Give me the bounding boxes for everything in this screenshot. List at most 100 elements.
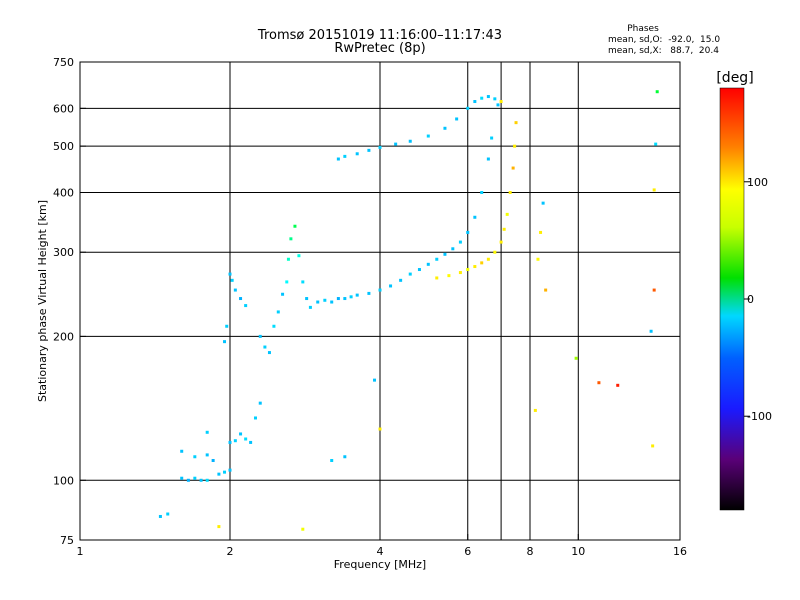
data-point — [480, 261, 484, 265]
data-point — [286, 257, 290, 261]
data-point — [276, 310, 280, 314]
data-point — [490, 136, 494, 140]
data-point — [336, 297, 340, 301]
data-point — [435, 276, 439, 280]
data-point — [539, 230, 543, 234]
data-point — [308, 305, 312, 309]
data-point — [652, 288, 656, 292]
data-point — [330, 458, 334, 462]
data-point — [649, 329, 653, 333]
data-point — [193, 476, 197, 480]
data-point — [499, 100, 503, 104]
data-point — [263, 345, 267, 349]
data-point — [473, 215, 477, 219]
data-point — [316, 300, 320, 304]
data-point — [533, 408, 537, 412]
data-point — [651, 444, 655, 448]
data-point — [443, 252, 447, 256]
data-point — [426, 262, 430, 266]
x-tick-label: 2 — [227, 545, 234, 558]
data-point — [244, 437, 248, 441]
data-point — [466, 268, 470, 272]
x-tick-label: 8 — [527, 545, 534, 558]
data-point — [466, 106, 470, 110]
data-point — [408, 139, 412, 143]
data-point — [186, 478, 190, 482]
data-point — [355, 152, 359, 156]
stats-line-x: mean, sd,X: 88.7, 20.4 — [608, 46, 719, 56]
data-point — [493, 250, 497, 254]
x-tick-label: 1 — [77, 545, 84, 558]
data-point — [574, 356, 578, 360]
data-point — [166, 512, 170, 516]
chart-subtitle: RwPretec (8p) — [334, 41, 425, 56]
colorbar-tick-label: 100 — [747, 176, 768, 189]
data-point — [473, 100, 477, 104]
data-points — [158, 90, 659, 531]
data-point — [158, 514, 162, 518]
data-point — [426, 134, 430, 138]
data-point — [367, 148, 371, 152]
data-point — [505, 212, 509, 216]
data-point — [514, 121, 518, 125]
colorbar-ticks: 100 0 -100 — [744, 176, 772, 423]
data-point — [228, 468, 232, 472]
axis-ticks: 1 2 4 6 8 10 16 75 100 200 300 400 500 600 750 — [53, 56, 687, 558]
x-tick-label: 6 — [464, 545, 471, 558]
data-point — [205, 430, 209, 434]
data-point — [205, 478, 209, 482]
data-point — [447, 274, 451, 278]
data-point — [435, 257, 439, 261]
data-point — [180, 449, 184, 453]
data-point — [330, 300, 334, 304]
y-tick-label: 100 — [53, 474, 74, 487]
data-point — [267, 351, 271, 355]
stats-line-o: mean, sd,O: -92.0, 15.0 — [608, 35, 720, 45]
data-point — [458, 271, 462, 275]
y-tick-label: 400 — [53, 186, 74, 199]
data-point — [272, 324, 276, 328]
data-point — [502, 227, 506, 231]
data-point — [389, 284, 393, 288]
data-point — [466, 230, 470, 234]
data-point — [378, 288, 382, 292]
data-point — [323, 298, 327, 302]
data-point — [378, 427, 382, 431]
data-point — [199, 478, 203, 482]
data-point — [217, 472, 221, 476]
colorbar-tick-label: 0 — [747, 293, 754, 306]
data-point — [455, 117, 459, 121]
data-point — [616, 383, 620, 387]
data-point — [417, 268, 421, 272]
data-point — [486, 257, 490, 261]
data-point — [205, 453, 209, 457]
data-point — [293, 224, 297, 228]
data-point — [343, 455, 347, 459]
data-point — [244, 304, 248, 308]
data-point — [480, 96, 484, 100]
data-point — [473, 265, 477, 269]
data-point — [511, 166, 515, 170]
colorbar-tick-label: -100 — [747, 410, 772, 423]
data-point — [541, 201, 545, 205]
data-point — [217, 525, 221, 529]
colorbar-gradient — [719, 87, 745, 511]
y-axis-label: Stationary phase Virtual Height [km] — [36, 200, 49, 402]
data-point — [249, 440, 253, 444]
data-point — [499, 240, 503, 244]
colorbar-label: [deg] — [716, 70, 753, 86]
y-tick-label: 750 — [53, 56, 74, 69]
data-point — [399, 278, 403, 282]
x-axis-label: Frequency [MHz] — [334, 558, 426, 571]
data-point — [211, 458, 215, 462]
data-point — [228, 272, 232, 276]
colorbar: [deg] 100 0 -100 — [716, 70, 772, 511]
data-point — [297, 254, 301, 258]
data-point — [289, 237, 293, 241]
y-tick-label: 500 — [53, 140, 74, 153]
data-point — [394, 142, 398, 146]
data-point — [343, 297, 347, 301]
data-point — [508, 190, 512, 194]
data-point — [253, 416, 257, 420]
data-point — [301, 280, 305, 284]
